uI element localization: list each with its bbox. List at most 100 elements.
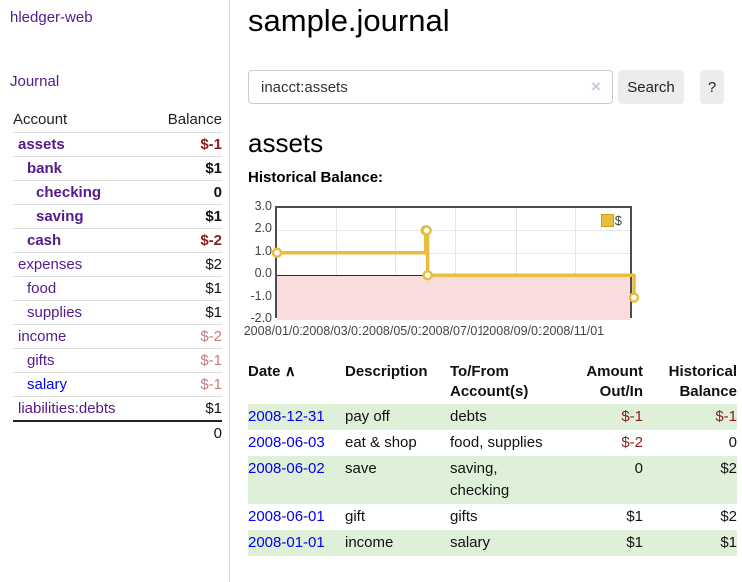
transactions-header-row: Date ∧ Description To/From Account(s) Am… xyxy=(248,360,737,404)
transaction-date-link[interactable]: 2008-06-01 xyxy=(248,508,325,525)
transaction-amount: $1 xyxy=(626,534,643,551)
x-axis-tick-label: 2008/09/01 xyxy=(481,324,546,339)
page-title: sample.journal xyxy=(248,3,450,38)
vertical-gridline xyxy=(575,208,576,316)
y-axis-tick-label: 2.0 xyxy=(254,221,272,236)
transaction-accounts: gifts xyxy=(450,508,478,525)
account-link[interactable]: expenses xyxy=(18,256,83,273)
sidebar-account-row: salary $-1 xyxy=(13,372,222,396)
transaction-accounts: saving, checking xyxy=(450,460,510,499)
clear-search-icon[interactable]: × xyxy=(591,77,601,96)
account-balance: 0 xyxy=(213,184,222,201)
accounts-total-row: 0 xyxy=(13,420,222,444)
transaction-description: save xyxy=(345,460,377,477)
account-balance: $1 xyxy=(205,400,222,417)
sort-ascending-icon: ∧ xyxy=(284,363,296,380)
search-input[interactable] xyxy=(248,70,613,104)
transaction-balance: $2 xyxy=(720,508,737,525)
transaction-balance: $1 xyxy=(720,534,737,551)
account-link[interactable]: bank xyxy=(27,160,63,177)
transaction-date-link[interactable]: 2008-06-02 xyxy=(248,460,325,477)
transaction-amount: $1 xyxy=(626,508,643,525)
chart-heading: Historical Balance: xyxy=(248,169,384,186)
x-axis-tick-label: 2008/03/01 xyxy=(301,324,366,339)
account-link[interactable]: saving xyxy=(36,208,84,225)
accounts-table: Account Balance assets $-1 bank $1 checking 0… xyxy=(13,106,222,444)
transaction-date-link[interactable]: 2008-12-31 xyxy=(248,408,325,425)
sidebar-account-row: bank $1 xyxy=(13,156,222,180)
account-link[interactable]: salary xyxy=(27,376,68,393)
y-axis-tick-label: 1.0 xyxy=(254,243,272,258)
transactions-table: Date ∧ Description To/From Account(s) Am… xyxy=(248,360,737,556)
historical-balance-chart: 3.0 2.0 1.0 0.0 -1.0 -2.0 $ 2008/01/01 2008/03… xyxy=(242,199,668,342)
account-link[interactable]: assets xyxy=(18,136,65,153)
account-link[interactable]: liabilities:debts xyxy=(18,400,116,417)
main-content: sample.journal × Search ? assets Histori… xyxy=(242,0,742,582)
transaction-accounts: salary xyxy=(450,534,491,551)
account-link[interactable]: checking xyxy=(36,184,102,201)
transaction-row: 2008-06-02 save saving, checking 0 $2 xyxy=(248,456,737,504)
account-balance: $1 xyxy=(205,280,222,297)
data-point-marker xyxy=(421,225,432,236)
transaction-accounts: food, supplies xyxy=(450,434,543,451)
sidebar-account-row: income $-2 xyxy=(13,324,222,348)
vertical-gridline xyxy=(455,208,456,316)
negative-value-region xyxy=(277,275,630,320)
transaction-row: 2008-06-01 gift gifts $1 $2 xyxy=(248,504,737,530)
account-link[interactable]: gifts xyxy=(27,352,55,369)
chart-series xyxy=(271,225,640,303)
account-balance: $1 xyxy=(205,160,222,177)
sidebar-account-row: expenses $2 xyxy=(13,252,222,276)
transaction-amount: $-2 xyxy=(621,434,643,451)
transaction-description: income xyxy=(345,534,394,551)
help-button[interactable]: ? xyxy=(700,70,724,104)
transaction-row: 2008-12-31 pay off debts $-1 $-1 xyxy=(248,404,737,430)
account-link[interactable]: cash xyxy=(27,232,62,249)
data-point-marker xyxy=(628,292,640,303)
account-heading: assets xyxy=(248,128,324,158)
y-axis-tick-label: -1.0 xyxy=(250,288,272,303)
transaction-date-link[interactable]: 2008-06-03 xyxy=(248,434,325,451)
header-date[interactable]: Date ∧ xyxy=(248,363,296,380)
transaction-description: gift xyxy=(345,508,366,525)
header-tofrom: To/From Account(s) xyxy=(450,363,529,400)
account-link[interactable]: income xyxy=(18,328,67,345)
account-balance: $-2 xyxy=(200,328,222,345)
account-link[interactable]: food xyxy=(27,280,57,297)
accounts-rows: assets $-1 bank $1 checking 0 saving $1 cash $-2 e… xyxy=(13,132,222,420)
sidebar-account-row: cash $-2 xyxy=(13,228,222,252)
x-axis-tick-label: 2008/05/01 xyxy=(361,324,426,339)
chart-legend: $ xyxy=(600,213,622,228)
sidebar-account-row: saving $1 xyxy=(13,204,222,228)
transaction-amount: 0 xyxy=(634,460,643,477)
transaction-balance: $-1 xyxy=(715,408,737,425)
account-balance: $2 xyxy=(205,256,222,273)
data-point-marker xyxy=(422,269,433,281)
transaction-date-link[interactable]: 2008-01-01 xyxy=(248,534,325,551)
transaction-description: pay off xyxy=(345,408,390,425)
account-balance: $1 xyxy=(205,208,222,225)
transaction-row: 2008-01-01 income salary $1 $1 xyxy=(248,530,737,556)
account-link[interactable]: supplies xyxy=(27,304,83,321)
transaction-amount: $-1 xyxy=(621,408,643,425)
legend-swatch-icon xyxy=(600,214,614,227)
sidebar-account-row: gifts $-1 xyxy=(13,348,222,372)
chart-plot-area: $ xyxy=(271,206,640,320)
accounts-header-account: Account xyxy=(13,110,68,128)
account-balance: $1 xyxy=(205,304,222,321)
search-button[interactable]: Search xyxy=(618,70,684,104)
accounts-header-balance: Balance xyxy=(167,110,222,128)
y-axis-tick-label: -2.0 xyxy=(250,311,272,325)
accounts-table-header: Account Balance xyxy=(13,106,222,132)
x-axis-tick-label: 2008/01/01 xyxy=(242,324,308,339)
transaction-accounts: debts xyxy=(450,408,487,425)
vertical-gridline xyxy=(395,208,396,316)
brand-link[interactable]: hledger-web xyxy=(10,9,93,26)
nav-journal-link[interactable]: Journal xyxy=(10,73,60,90)
account-balance: $-1 xyxy=(200,352,222,369)
sidebar-account-row: food $1 xyxy=(13,276,222,300)
sidebar-account-row: assets $-1 xyxy=(13,132,222,156)
account-balance: $-2 xyxy=(200,232,222,249)
horizontal-gridline xyxy=(277,230,630,231)
y-axis-tick-label: 0.0 xyxy=(254,266,272,281)
